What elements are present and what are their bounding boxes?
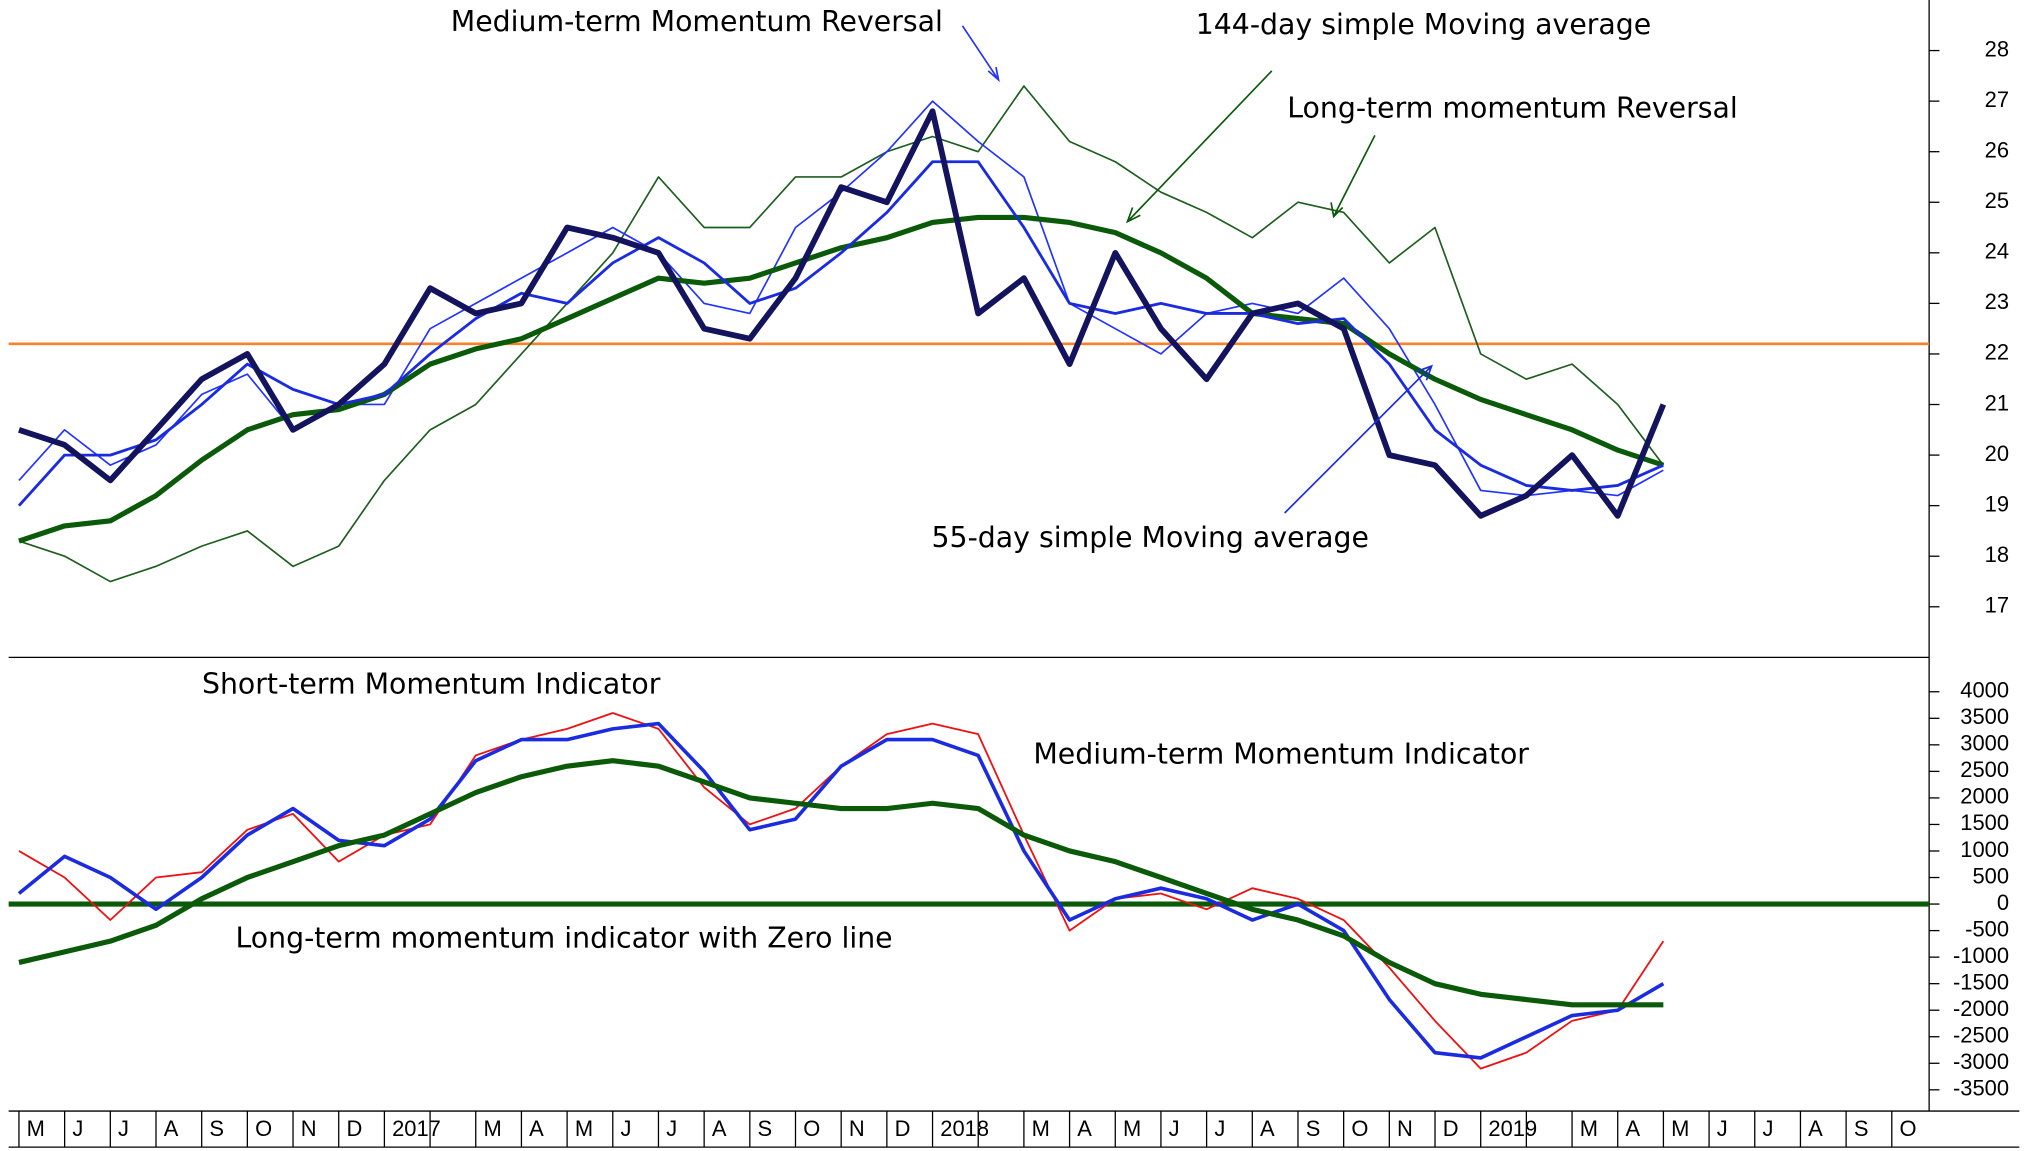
x-tick-label: N [1397, 1116, 1413, 1141]
x-tick-label: A [712, 1116, 727, 1141]
arrow [1284, 364, 1434, 514]
series-label: Long-term momentum indicator with Zero l… [235, 922, 892, 955]
x-tick-label: J [118, 1116, 129, 1141]
x-tick-label: J [72, 1116, 83, 1141]
x-tick-label: S [209, 1116, 224, 1141]
series-label: Medium-term Momentum Reversal [451, 5, 943, 38]
y-tick-label: 1500 [1960, 810, 2009, 835]
y-tick-label: 26 [1985, 137, 2009, 162]
y-tick-label: 22 [1985, 340, 2009, 365]
x-tick-label: N [849, 1116, 865, 1141]
y-tick-label: -1500 [1953, 969, 2009, 994]
x-tick-label: M [27, 1116, 45, 1141]
x-tick-label: A [164, 1116, 179, 1141]
series-line [18, 100, 1664, 497]
x-tick-label: O [1351, 1116, 1368, 1141]
x-tick-label: O [255, 1116, 272, 1141]
x-tick-label: S [758, 1116, 773, 1141]
series-line [17, 721, 1665, 1060]
x-tick-label: D [346, 1116, 362, 1141]
x-tick-label: A [1077, 1116, 1092, 1141]
x-tick-label: 2017 [392, 1116, 441, 1141]
y-tick-label: -2000 [1953, 996, 2009, 1021]
x-tick-label: J [1214, 1116, 1225, 1141]
x-tick-label: M [575, 1116, 593, 1141]
y-tick-label: -500 [1965, 916, 2009, 941]
y-tick-label: 25 [1985, 188, 2009, 213]
y-tick-label: 0 [1997, 890, 2009, 915]
x-tick-label: M [1580, 1116, 1598, 1141]
y-tick-label: 20 [1985, 441, 2009, 466]
annotation-arrows [961, 25, 1434, 514]
x-tick-label: J [666, 1116, 677, 1141]
y-tick-label: 3000 [1960, 731, 2009, 756]
x-tick-label: S [1306, 1116, 1321, 1141]
x-tick-label: M [1032, 1116, 1050, 1141]
arrow [1125, 70, 1273, 224]
y-tick-label: -3500 [1953, 1076, 2009, 1101]
series-line [18, 214, 1665, 544]
y-tick-label: 2000 [1960, 784, 2009, 809]
x-tick-label: A [1625, 1116, 1640, 1141]
y-tick-label: 3500 [1960, 704, 2009, 729]
y-tick-label: 21 [1985, 390, 2009, 415]
x-tick-label: D [1443, 1116, 1459, 1141]
arrow [1330, 134, 1376, 219]
y-tick-label: 17 [1985, 593, 2009, 618]
x-tick-label: M [483, 1116, 501, 1141]
x-tick-label: A [1260, 1116, 1275, 1141]
x-tick-label: M [1671, 1116, 1689, 1141]
y-tick-label: 27 [1985, 87, 2009, 112]
series-label: Long-term momentum Reversal [1287, 92, 1738, 125]
arrow [961, 25, 1000, 83]
series-label: 55-day simple Moving average [932, 521, 1369, 554]
x-tick-label: J [1717, 1116, 1728, 1141]
y-tick-label: 24 [1985, 239, 2009, 264]
x-tick-label: S [1854, 1116, 1869, 1141]
x-tick-label: J [621, 1116, 632, 1141]
series-label: 144-day simple Moving average [1196, 8, 1651, 41]
x-tick-label: A [1808, 1116, 1823, 1141]
y-tick-label: 4000 [1960, 678, 2009, 703]
series-line [18, 108, 1667, 519]
series-line [18, 85, 1665, 583]
series-label: Medium-term Momentum Indicator [1033, 737, 1529, 770]
y-tick-label: 28 [1985, 36, 2009, 61]
y-tick-label: 2500 [1960, 757, 2009, 782]
x-tick-label: A [529, 1116, 544, 1141]
x-tick-label: J [1169, 1116, 1180, 1141]
y-tick-label: 18 [1985, 542, 2009, 567]
y-tick-label: 1000 [1960, 837, 2009, 862]
x-tick-label: O [1900, 1116, 1917, 1141]
x-tick-label: M [1123, 1116, 1141, 1141]
y-tick-label: 500 [1972, 863, 2009, 888]
x-tick-label: N [301, 1116, 317, 1141]
y-tick-label: -1000 [1953, 943, 2009, 968]
x-tick-label: 2019 [1488, 1116, 1537, 1141]
x-tick-label: J [1762, 1116, 1773, 1141]
y-tick-label: -2500 [1953, 1023, 2009, 1048]
x-tick-label: O [803, 1116, 820, 1141]
series-label: Short-term Momentum Indicator [202, 668, 661, 701]
y-tick-label: 19 [1985, 491, 2009, 516]
y-tick-label: 23 [1985, 289, 2009, 314]
y-tick-label: -3000 [1953, 1049, 2009, 1074]
x-tick-label: 2018 [940, 1116, 989, 1141]
series-line [17, 160, 1664, 507]
series-line [18, 758, 1664, 1008]
x-tick-label: D [895, 1116, 911, 1141]
